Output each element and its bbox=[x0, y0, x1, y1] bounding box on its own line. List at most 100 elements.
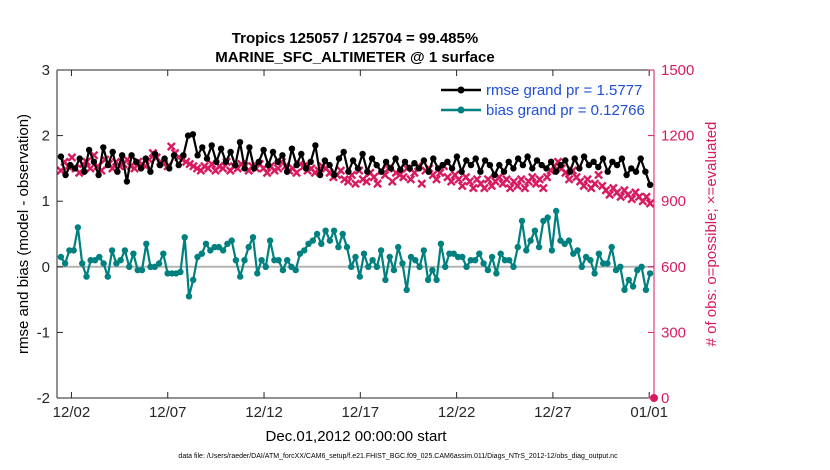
rmse-point bbox=[576, 165, 583, 172]
rmse-point bbox=[151, 150, 159, 158]
rmse-point bbox=[533, 157, 541, 164]
bias-point bbox=[61, 260, 69, 267]
rmse-point bbox=[349, 157, 357, 164]
bias-point bbox=[604, 260, 611, 267]
rmse-point bbox=[255, 158, 263, 165]
obs-evaluated-point-stroke bbox=[373, 179, 383, 189]
obs-evaluated-point-stroke bbox=[417, 179, 427, 189]
obs-evaluated-point-stroke bbox=[166, 142, 176, 151]
obs-evaluated-point-stroke bbox=[619, 185, 629, 195]
obs-evaluated-point bbox=[387, 177, 397, 186]
rmse-point bbox=[430, 155, 437, 162]
rmse-point bbox=[274, 158, 281, 165]
y-tick-label: 2 bbox=[42, 128, 50, 145]
bias-point bbox=[198, 250, 205, 257]
rmse-point bbox=[538, 161, 545, 169]
obs-evaluated-point-stroke bbox=[605, 190, 615, 200]
bias-point bbox=[57, 253, 65, 261]
obs-evaluated-point bbox=[273, 163, 283, 173]
bias-point bbox=[339, 230, 346, 238]
legend-box bbox=[434, 78, 650, 124]
bias-point bbox=[459, 253, 466, 261]
obs-evaluated-point bbox=[130, 163, 139, 173]
obs-evaluated-point-stroke bbox=[564, 174, 574, 184]
rmse-point bbox=[312, 142, 319, 149]
rmse-point bbox=[552, 168, 560, 175]
bias-point bbox=[70, 247, 77, 254]
obs-evaluated-point-stroke bbox=[406, 174, 416, 184]
rmse-point bbox=[203, 155, 211, 162]
bias-point bbox=[523, 247, 530, 254]
legend: rmse grand pr = 1.5777 bias grand pr = 0… bbox=[434, 78, 650, 124]
obs-evaluated-point-stroke bbox=[465, 177, 475, 186]
bias-point bbox=[373, 263, 381, 270]
rmse-point bbox=[184, 132, 192, 139]
obs-evaluated-point bbox=[605, 190, 615, 200]
y-tick-label: -1 bbox=[37, 324, 50, 341]
bias-point bbox=[177, 268, 184, 276]
bias-point bbox=[275, 257, 282, 264]
bias-point bbox=[625, 276, 632, 284]
rmse-point bbox=[368, 155, 376, 162]
bias-point bbox=[621, 286, 628, 293]
y-tick-label: 0 bbox=[42, 259, 50, 276]
bias-point bbox=[245, 243, 252, 251]
y-axis-label: rmse and bias (model - observation) bbox=[15, 114, 32, 354]
rmse-point bbox=[293, 161, 300, 169]
rmse-point bbox=[378, 168, 385, 175]
obs-evaluated-point-stroke bbox=[557, 163, 567, 173]
y-tick-label: 1 bbox=[42, 193, 50, 210]
obs-evaluated-point-stroke bbox=[608, 183, 618, 193]
bias-point bbox=[219, 247, 227, 254]
bias-point bbox=[646, 270, 654, 277]
obs-evaluated-point-stroke bbox=[502, 174, 511, 184]
bias-point bbox=[258, 257, 265, 264]
obs-evaluated-point bbox=[336, 166, 346, 176]
bias-point bbox=[506, 257, 513, 264]
obs-evaluated-point-stroke bbox=[513, 181, 523, 191]
bias-point bbox=[591, 270, 598, 277]
rmse-point bbox=[142, 155, 149, 162]
rmse-point bbox=[519, 161, 527, 169]
obs-evaluated-point-stroke bbox=[494, 172, 504, 182]
bias-point bbox=[412, 257, 419, 264]
rmse-point bbox=[529, 165, 536, 172]
bias-point bbox=[121, 247, 129, 254]
rmse-point bbox=[415, 165, 423, 172]
bias-point bbox=[83, 273, 90, 280]
obs-evaluated-point-stroke bbox=[107, 163, 117, 173]
bias-point bbox=[309, 237, 316, 244]
bias-point bbox=[629, 283, 637, 290]
obs-evaluated-point bbox=[468, 183, 478, 193]
obs-evaluated-point bbox=[502, 174, 511, 184]
obs-evaluated-point-stroke bbox=[472, 174, 482, 184]
obs-evaluated-point bbox=[465, 177, 475, 186]
rmse-point bbox=[283, 168, 291, 175]
legend-bias-label: bias grand pr = 0.12766 bbox=[486, 102, 645, 119]
bias-point bbox=[130, 250, 137, 257]
obs-evaluated-point-stroke bbox=[616, 192, 626, 202]
rmse-point bbox=[595, 163, 602, 171]
obs-evaluated-point-stroke bbox=[479, 183, 489, 193]
obs-evaluated-point-stroke bbox=[262, 168, 272, 178]
rmse-point bbox=[628, 165, 635, 172]
obs-evaluated-point-stroke bbox=[630, 188, 640, 197]
obs-evaluated-point-stroke bbox=[336, 166, 346, 176]
obs-evaluated-point bbox=[616, 192, 626, 202]
bias-point bbox=[548, 247, 556, 254]
bias-point bbox=[399, 260, 406, 267]
obs-evaluated-point-stroke bbox=[583, 174, 592, 184]
obs-evaluated-point bbox=[479, 183, 489, 193]
bias-point bbox=[471, 257, 479, 264]
rmse-point bbox=[571, 155, 578, 162]
obs-evaluated-point-stroke bbox=[601, 185, 611, 195]
obs-evaluated-point-stroke bbox=[398, 172, 408, 182]
obs-evaluated-point-stroke bbox=[85, 163, 95, 173]
obs-evaluated-point-stroke bbox=[347, 170, 357, 180]
rmse-point bbox=[227, 148, 234, 156]
rmse-point bbox=[76, 155, 83, 162]
rmse-point bbox=[557, 161, 564, 169]
rmse-point bbox=[562, 157, 569, 164]
rmse-point bbox=[345, 168, 352, 175]
